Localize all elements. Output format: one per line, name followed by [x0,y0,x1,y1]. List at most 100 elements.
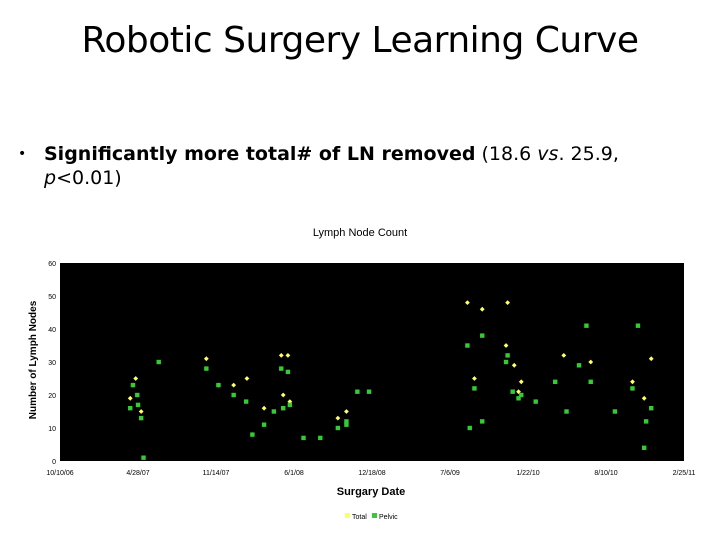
y-axis-ticks: 0 10 20 30 40 50 60 [48,261,56,466]
pelvic-point [285,369,291,375]
y-tick-label: 10 [48,426,56,433]
pelvic-point [335,425,341,431]
pelvic-point [204,366,209,371]
pelvic-point [510,389,515,394]
total-point [127,395,133,401]
pelvic-point [553,379,558,384]
legend-swatch-pelvic [372,513,377,518]
x-axis-label: Surgary Date [337,486,405,498]
pelvic-point [216,382,221,388]
total-point [648,356,654,362]
total-point [285,353,291,358]
y-tick-label: 60 [48,261,56,268]
pelvic-point [279,366,284,371]
total-point [479,306,485,312]
x-tick-label: 12/18/08 [358,470,385,477]
total-point [641,395,647,401]
pelvic-point [467,425,472,431]
pelvic-point [355,389,360,394]
total-point [465,300,470,305]
pelvic-point [271,409,277,414]
pelvic-point [576,363,582,368]
series-pelvic [128,323,654,460]
pelvic-point [301,435,306,441]
pelvic-point [344,422,349,427]
pelvic-point [519,392,524,398]
y-axis-label: Number of Lymph Nodes [28,300,39,419]
pelvic-point [130,382,136,388]
pelvic-point [135,392,140,398]
x-tick-label: 7/6/09 [440,470,460,477]
pelvic-point [472,386,477,391]
total-point [505,300,511,305]
total-point [518,379,524,385]
plot-area [60,263,684,461]
x-tick-label: 2/25/11 [673,470,696,477]
total-point [231,382,237,388]
pelvic-point [643,419,649,424]
pelvic-point [516,396,521,401]
bullet-bold-text: Significantly more total# of LN removed [44,143,476,165]
pelvic-point [480,419,485,424]
pelvic-point [649,406,654,411]
legend-swatch-total [345,513,350,518]
y-tick-label: 20 [48,393,56,400]
pelvic-point [564,409,569,414]
total-point [472,376,477,381]
bullet-italic-p: p [44,167,57,189]
pelvic-point [630,386,635,391]
x-tick-label: 1/22/10 [516,470,539,477]
pelvic-point [281,406,286,411]
y-tick-label: 40 [48,327,56,334]
total-point [561,353,567,358]
pelvic-point [135,402,141,408]
bullet-plain-1: (18.6 [475,143,538,165]
pelvic-point [141,455,146,460]
pelvic-point [231,392,236,398]
x-tick-label: 8/10/10 [594,470,617,477]
x-tick-label: 6/1/08 [284,470,304,477]
pelvic-point [366,389,372,394]
pelvic-point [641,445,647,450]
pelvic-point [243,399,249,404]
lymph-node-chart: Lymph Node Count Number of Lymph Nodes 0… [28,227,696,521]
bullet-italic-vs: vs [537,143,559,165]
total-point [261,405,267,411]
pelvic-point [287,402,293,408]
total-point [203,356,209,362]
total-point [630,379,635,385]
bullet-marker: • [18,146,27,162]
x-tick-label: 10/10/06 [46,470,73,477]
pelvic-point [588,379,593,384]
legend-label-pelvic: Pelvic [379,514,398,521]
slide-title: Robotic Surgery Learning Curve [81,20,639,61]
pelvic-point [503,359,509,365]
total-point [511,362,517,368]
total-point [280,392,286,398]
pelvic-point [533,399,538,404]
x-tick-label: 4/28/07 [126,470,149,477]
bullet-text: Significantly more total# of LN removed … [44,142,698,190]
pelvic-point [318,435,323,441]
pelvic-point [138,415,144,421]
legend-label-total: Total [352,514,367,521]
pelvic-point [128,406,133,411]
total-point [278,353,284,358]
bullet-point: • Significantly more total# of LN remove… [18,142,698,190]
pelvic-point [505,353,510,358]
y-tick-label: 30 [48,360,56,367]
pelvic-point [465,343,470,348]
pelvic-point [156,359,161,365]
y-tick-label: 0 [52,459,56,466]
total-point [344,409,349,414]
y-tick-label: 50 [48,294,56,301]
x-axis-ticks: 10/10/06 4/28/07 11/14/07 6/1/08 12/18/08 7/6… [46,470,695,477]
pelvic-point [584,323,589,328]
pelvic-point [261,422,267,427]
bullet-plain-2: . 25.9, [558,143,619,165]
pelvic-point [480,333,485,338]
total-point [335,415,341,421]
chart-title: Lymph Node Count [313,227,407,239]
pelvic-point [344,419,349,424]
pelvic-point [250,432,255,437]
